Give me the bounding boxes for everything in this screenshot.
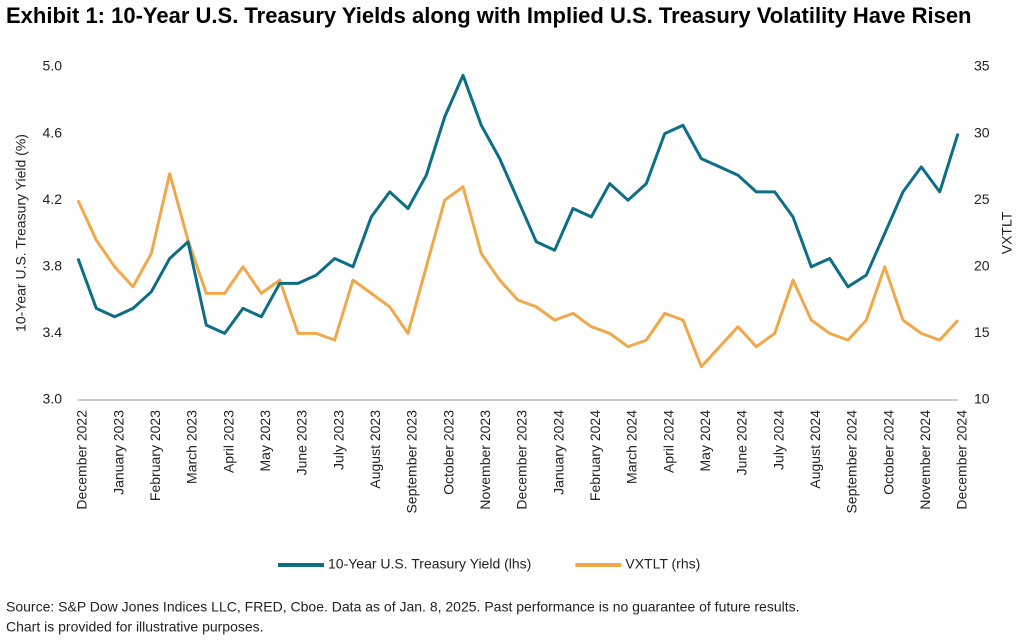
x-tick-label: March 2024 (624, 410, 640, 484)
data-line (76, 73, 960, 335)
data-line (76, 172, 960, 369)
y-tick-label: 3.0 (43, 391, 63, 407)
x-tick-label: July 2023 (330, 410, 346, 470)
x-tick-label: November 2023 (477, 410, 493, 510)
chart-title: Exhibit 1: 10-Year U.S. Treasury Yields … (6, 3, 972, 28)
x-tick-label: October 2024 (880, 410, 896, 495)
source-note: Source: S&P Dow Jones Indices LLC, FRED,… (6, 599, 800, 615)
x-tick-label: February 2024 (587, 410, 603, 501)
y2-tick-label: 10 (974, 391, 990, 407)
x-tick-label: February 2023 (147, 410, 163, 501)
y-tick-label: 3.8 (43, 258, 63, 274)
x-tick-label: December 2023 (514, 410, 530, 510)
x-tick-label: May 2023 (257, 410, 273, 472)
y2-tick-label: 35 (974, 58, 990, 74)
y2-tick-label: 15 (974, 324, 990, 340)
y2-tick-label: 20 (974, 258, 990, 274)
source-note: Chart is provided for illustrative purpo… (6, 619, 264, 635)
x-tick-label: August 2023 (367, 410, 383, 489)
x-tick-label: January 2023 (110, 410, 126, 495)
y-tick-label: 5.0 (43, 58, 63, 74)
x-tick-label: January 2024 (550, 410, 566, 495)
y2-tick-label: 25 (974, 191, 990, 207)
x-tick-label: August 2024 (807, 410, 823, 489)
y-tick-label: 4.2 (43, 191, 63, 207)
x-tick-label: June 2024 (734, 410, 750, 476)
x-tick-label: October 2023 (440, 410, 456, 495)
x-tick-label: June 2023 (294, 410, 310, 476)
x-tick-label: November 2024 (917, 410, 933, 510)
legend-label: VXTLT (rhs) (625, 556, 700, 572)
x-tick-label: March 2023 (184, 410, 200, 484)
y2-tick-label: 30 (974, 124, 990, 140)
y-axis-label: 10-Year U.S. Treasury Yield (%) (13, 134, 29, 332)
x-tick-label: July 2024 (770, 410, 786, 470)
x-tick-label: April 2023 (220, 410, 236, 473)
x-tick-label: December 2024 (954, 410, 970, 510)
y-tick-label: 4.6 (43, 124, 63, 140)
legend-label: 10-Year U.S. Treasury Yield (lhs) (328, 556, 531, 572)
y2-axis-label: VXTLT (999, 211, 1015, 254)
y-tick-label: 3.4 (43, 324, 63, 340)
x-tick-label: December 2022 (74, 410, 90, 510)
x-tick-label: September 2023 (404, 410, 420, 514)
x-tick-label: September 2024 (844, 410, 860, 514)
x-tick-label: April 2024 (660, 410, 676, 473)
x-tick-label: May 2024 (697, 410, 713, 472)
